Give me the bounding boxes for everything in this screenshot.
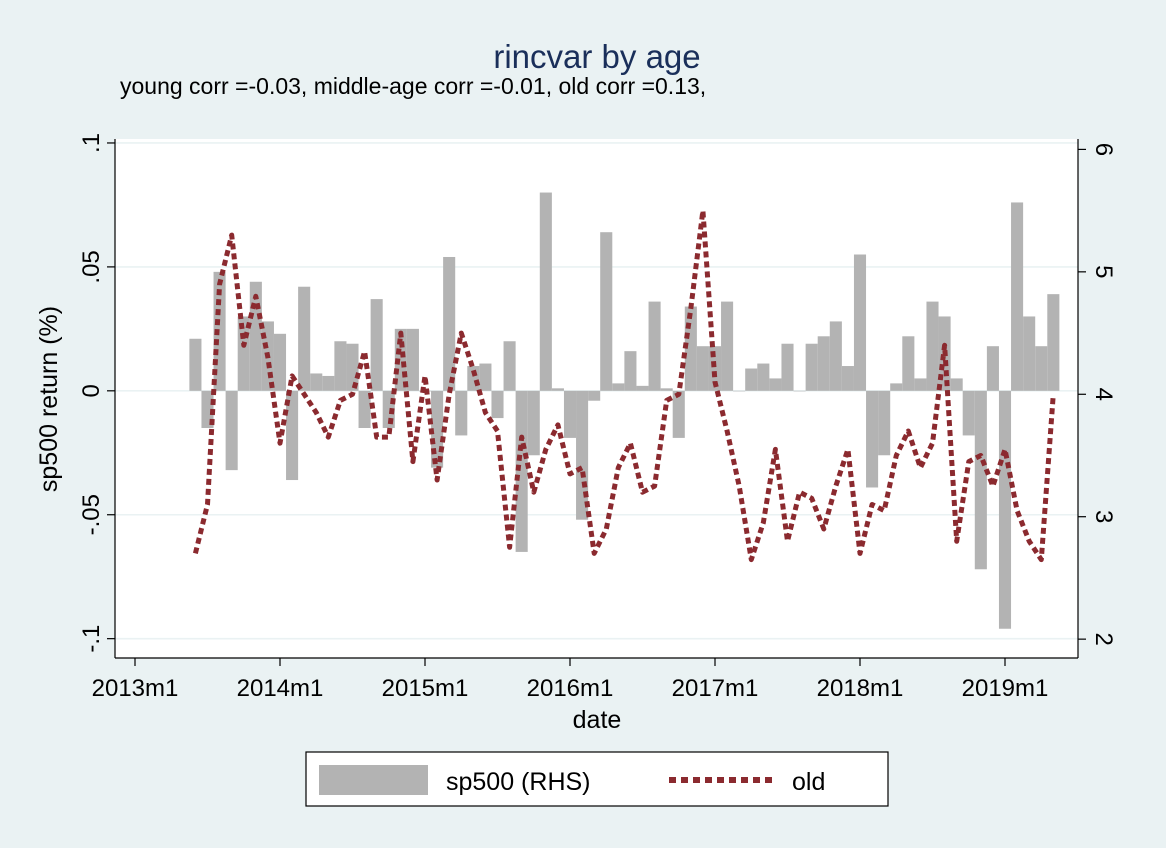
bar bbox=[600, 232, 613, 391]
bar bbox=[962, 390, 975, 436]
chart-subtitle: young corr =-0.03, middle-age corr =-0.0… bbox=[120, 73, 706, 99]
bar bbox=[503, 341, 516, 391]
bar bbox=[563, 390, 577, 438]
bar bbox=[696, 346, 709, 391]
bar bbox=[273, 333, 287, 391]
old-line bbox=[192, 208, 1056, 563]
bar bbox=[805, 343, 818, 391]
bar bbox=[298, 286, 311, 391]
bar bbox=[829, 321, 842, 391]
bar bbox=[225, 390, 238, 471]
y-left-tick-label: -.05 bbox=[78, 494, 105, 535]
bar bbox=[527, 390, 540, 456]
bar bbox=[648, 301, 661, 391]
y-right-tick-label: 5 bbox=[1090, 265, 1117, 278]
bar bbox=[358, 390, 371, 428]
bar bbox=[769, 378, 782, 391]
y-left-tick-label: -.1 bbox=[78, 625, 105, 653]
bar bbox=[491, 390, 504, 419]
x-axis-label: date bbox=[573, 706, 622, 734]
bar bbox=[1023, 316, 1036, 391]
bar bbox=[660, 388, 673, 391]
bar bbox=[950, 378, 963, 391]
bar bbox=[708, 346, 722, 391]
y-right-tick-label: 2 bbox=[1090, 632, 1117, 645]
bar bbox=[370, 299, 383, 391]
axes bbox=[114, 139, 1079, 659]
bar bbox=[672, 390, 685, 438]
bar bbox=[189, 338, 202, 391]
bar bbox=[636, 385, 649, 391]
x-tick-label: 2019m1 bbox=[962, 675, 1049, 702]
bar bbox=[866, 390, 879, 488]
x-tick-label: 2013m1 bbox=[92, 675, 179, 702]
chart-title: rincvar by age bbox=[493, 38, 700, 75]
bar bbox=[733, 390, 746, 392]
y-left-tick-label: .1 bbox=[78, 133, 105, 153]
bar bbox=[926, 301, 939, 391]
bar bbox=[757, 363, 770, 391]
x-tick-label: 2015m1 bbox=[382, 675, 469, 702]
bar bbox=[286, 390, 299, 481]
x-tick-label: 2018m1 bbox=[817, 675, 904, 702]
y-right-tick-label: 6 bbox=[1090, 143, 1117, 156]
bar bbox=[346, 343, 359, 391]
bar bbox=[1047, 294, 1060, 391]
bar bbox=[310, 373, 323, 391]
bar bbox=[817, 336, 830, 391]
bar bbox=[406, 328, 419, 391]
legend-label-sp500: sp500 (RHS) bbox=[446, 768, 591, 796]
bar bbox=[612, 383, 625, 391]
old-series-line bbox=[192, 208, 1056, 563]
bar bbox=[878, 390, 891, 456]
legend-label-old: old bbox=[792, 768, 825, 796]
legend: sp500 (RHS) old bbox=[305, 751, 889, 807]
bar bbox=[467, 366, 480, 391]
y-left-tick-label: .05 bbox=[78, 250, 105, 283]
y-right-tick-label: 4 bbox=[1090, 388, 1117, 401]
x-axis-ticks: 2013m1 2014m1 2015m1 2016m1 2017m1 2018m1 2019… bbox=[92, 658, 1049, 702]
bar bbox=[322, 375, 335, 391]
bar bbox=[890, 383, 903, 391]
y-axis-left-label: sp500 return (%) bbox=[35, 306, 63, 492]
bar bbox=[551, 388, 564, 391]
bar bbox=[515, 390, 528, 552]
bar bbox=[998, 390, 1012, 629]
bar bbox=[902, 336, 915, 391]
bar bbox=[793, 390, 806, 392]
y-axis-left-ticks: .1 .05 0 -.05 -.1 bbox=[78, 133, 115, 653]
bar bbox=[745, 368, 758, 391]
bar bbox=[201, 390, 214, 428]
bar bbox=[1035, 346, 1048, 391]
x-tick-label: 2014m1 bbox=[237, 675, 324, 702]
bar bbox=[974, 390, 987, 570]
legend-bar-swatch bbox=[319, 765, 428, 795]
bar bbox=[986, 346, 999, 391]
bar bbox=[781, 343, 794, 391]
x-tick-label: 2016m1 bbox=[527, 675, 614, 702]
bar bbox=[479, 363, 492, 391]
bar bbox=[914, 378, 927, 391]
bar bbox=[539, 192, 552, 391]
bar bbox=[588, 390, 601, 401]
y-axis-right-ticks: 6 5 4 3 2 bbox=[1078, 143, 1117, 646]
bar bbox=[334, 341, 347, 391]
bar bbox=[721, 301, 734, 391]
y-left-tick-label: 0 bbox=[78, 384, 105, 397]
bar bbox=[1011, 202, 1024, 391]
bar bbox=[853, 254, 867, 391]
bar bbox=[576, 390, 589, 520]
bar bbox=[455, 390, 468, 436]
bar bbox=[443, 256, 456, 391]
bar bbox=[841, 366, 854, 391]
y-right-tick-label: 3 bbox=[1090, 510, 1117, 523]
bar bbox=[624, 351, 637, 391]
x-tick-label: 2017m1 bbox=[672, 675, 759, 702]
